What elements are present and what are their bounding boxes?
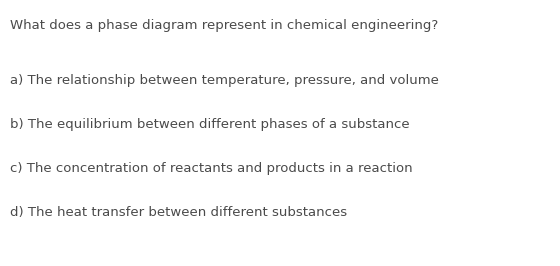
Text: c) The concentration of reactants and products in a reaction: c) The concentration of reactants and pr…: [10, 162, 413, 175]
Text: What does a phase diagram represent in chemical engineering?: What does a phase diagram represent in c…: [10, 19, 438, 32]
Text: a) The relationship between temperature, pressure, and volume: a) The relationship between temperature,…: [10, 74, 439, 88]
Text: b) The equilibrium between different phases of a substance: b) The equilibrium between different pha…: [10, 118, 410, 131]
Text: d) The heat transfer between different substances: d) The heat transfer between different s…: [10, 206, 347, 219]
